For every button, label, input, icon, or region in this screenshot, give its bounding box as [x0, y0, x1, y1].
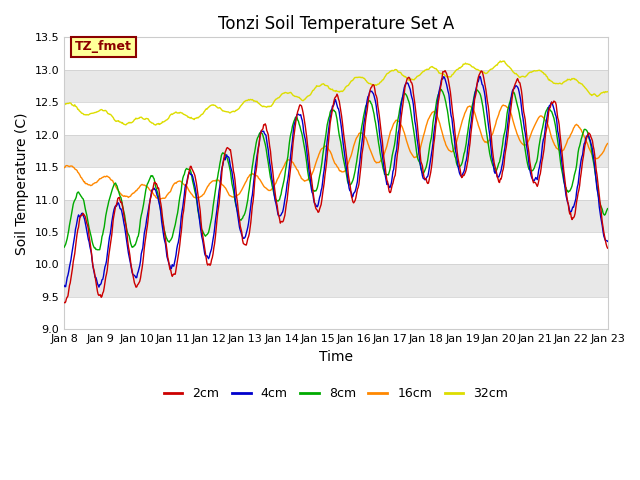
Text: TZ_fmet: TZ_fmet: [75, 40, 132, 53]
Bar: [64, 264, 607, 297]
Bar: [64, 37, 607, 70]
Y-axis label: Soil Temperature (C): Soil Temperature (C): [15, 112, 29, 254]
Bar: [64, 167, 607, 200]
Bar: [64, 200, 607, 232]
Title: Tonzi Soil Temperature Set A: Tonzi Soil Temperature Set A: [218, 15, 454, 33]
Bar: [64, 232, 607, 264]
Bar: [64, 70, 607, 102]
Legend: 2cm, 4cm, 8cm, 16cm, 32cm: 2cm, 4cm, 8cm, 16cm, 32cm: [159, 382, 513, 405]
Bar: [64, 297, 607, 329]
X-axis label: Time: Time: [319, 350, 353, 364]
Bar: [64, 5, 607, 37]
Bar: [64, 102, 607, 135]
Bar: [64, 135, 607, 167]
